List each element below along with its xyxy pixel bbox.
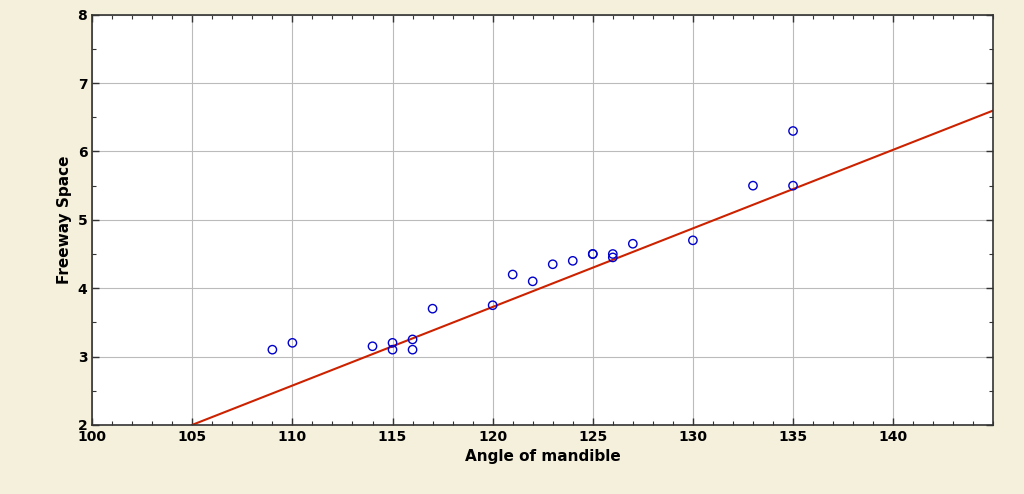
Point	[484, 301, 501, 309]
Point	[564, 257, 581, 265]
Point	[604, 250, 621, 258]
Point	[784, 127, 801, 135]
Point	[505, 271, 521, 279]
Point	[545, 260, 561, 268]
Point	[285, 339, 301, 347]
Point	[685, 237, 701, 245]
Point	[424, 305, 440, 313]
Point	[404, 335, 421, 343]
X-axis label: Angle of mandible: Angle of mandible	[465, 449, 621, 464]
Point	[744, 182, 761, 190]
Point	[784, 182, 801, 190]
Point	[264, 346, 281, 354]
Point	[524, 278, 541, 286]
Point	[384, 339, 400, 347]
Point	[604, 253, 621, 261]
Point	[404, 346, 421, 354]
Y-axis label: Freeway Space: Freeway Space	[57, 156, 72, 284]
Point	[625, 240, 641, 247]
Point	[365, 342, 381, 350]
Point	[384, 346, 400, 354]
Point	[585, 250, 601, 258]
Point	[585, 250, 601, 258]
